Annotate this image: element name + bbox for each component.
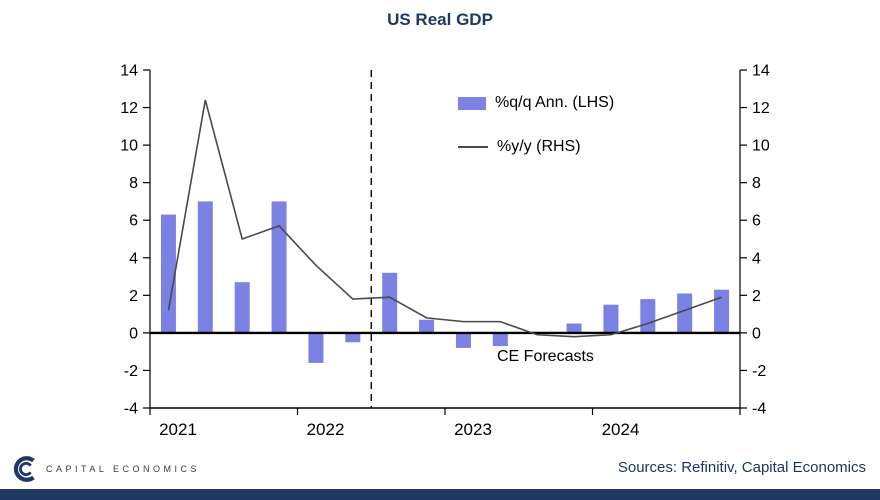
svg-text:2: 2 bbox=[752, 288, 761, 305]
svg-text:8: 8 bbox=[129, 175, 138, 192]
chart-legend: %q/q Ann. (LHS) %y/y (RHS) bbox=[458, 94, 614, 182]
svg-text:2: 2 bbox=[129, 288, 138, 305]
legend-item-line: %y/y (RHS) bbox=[458, 138, 614, 156]
svg-text:2022: 2022 bbox=[307, 420, 345, 439]
svg-text:6: 6 bbox=[752, 213, 761, 230]
capital-economics-logo-icon bbox=[13, 456, 35, 482]
svg-text:0: 0 bbox=[752, 325, 761, 342]
bar-series-swatch-icon bbox=[458, 96, 486, 110]
svg-text:2021: 2021 bbox=[159, 420, 197, 439]
legend-item-bars: %q/q Ann. (LHS) bbox=[458, 94, 614, 112]
svg-text:2024: 2024 bbox=[602, 420, 640, 439]
page-title: US Real GDP bbox=[387, 10, 493, 29]
svg-text:8: 8 bbox=[752, 175, 761, 192]
legend-label-line: %y/y (RHS) bbox=[497, 138, 581, 155]
svg-text:10: 10 bbox=[752, 138, 770, 155]
svg-text:2023: 2023 bbox=[454, 420, 492, 439]
logo-text: CAPITAL ECONOMICS bbox=[46, 464, 201, 474]
svg-text:14: 14 bbox=[752, 63, 770, 80]
svg-text:-2: -2 bbox=[124, 363, 138, 380]
svg-text:-2: -2 bbox=[752, 363, 766, 380]
svg-text:6: 6 bbox=[129, 213, 138, 230]
svg-text:10: 10 bbox=[120, 138, 138, 155]
capital-economics-logo: CAPITAL ECONOMICS bbox=[10, 454, 200, 484]
svg-text:12: 12 bbox=[120, 100, 138, 117]
forecast-annotation: CE Forecasts bbox=[497, 348, 594, 365]
svg-text:4: 4 bbox=[129, 250, 138, 267]
svg-text:0: 0 bbox=[129, 325, 138, 342]
svg-text:4: 4 bbox=[752, 250, 761, 267]
gdp-chart: -4 -4 -2 -2 0 0 2 2 4 4 6 6 8 8 10 10 12 12 14 14 2021 2022 20… bbox=[120, 63, 770, 440]
svg-text:14: 14 bbox=[120, 63, 138, 80]
sources-text: Sources: Refinitiv, Capital Economics bbox=[617, 459, 866, 476]
bottom-brand-strip bbox=[0, 489, 880, 500]
line-series-swatch-icon bbox=[458, 146, 488, 148]
svg-text:-4: -4 bbox=[124, 401, 138, 418]
svg-text:12: 12 bbox=[752, 100, 770, 117]
svg-text:-4: -4 bbox=[752, 401, 766, 418]
legend-label-bars: %q/q Ann. (LHS) bbox=[495, 94, 615, 111]
